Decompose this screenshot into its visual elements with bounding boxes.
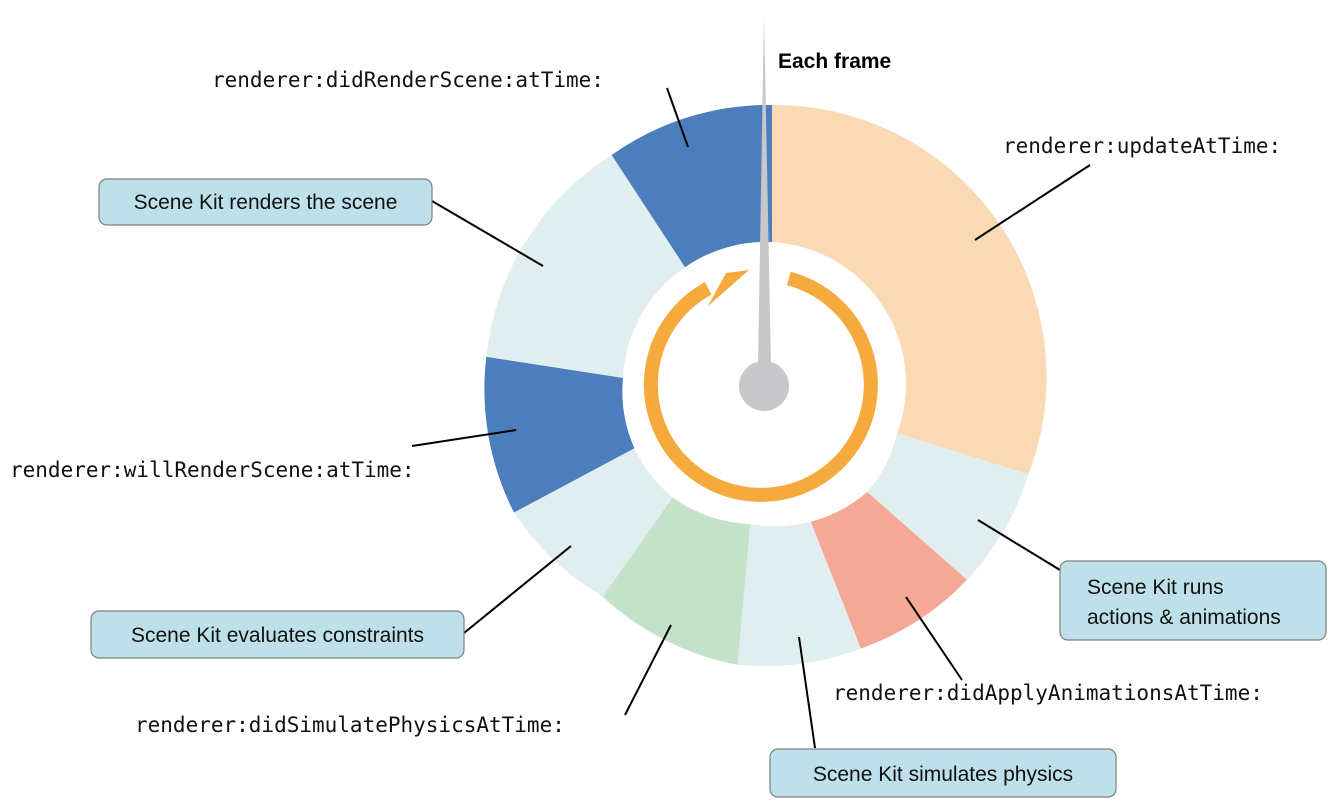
leader-update — [974, 164, 1091, 241]
segment-did-apply-animations — [810, 492, 967, 649]
callout-actions: Scene Kit runs actions & animations — [1059, 560, 1327, 641]
segment-will-render — [484, 356, 635, 513]
segment-did-render — [611, 104, 772, 268]
label-update-at-time: renderer:updateAtTime: — [1003, 134, 1281, 158]
leader-did-apply — [905, 596, 963, 681]
callout-text: Scene Kit renders the scene — [134, 191, 398, 214]
label-did-render-scene: renderer:didRenderScene:atTime: — [212, 68, 604, 92]
leader-constraints — [463, 545, 572, 634]
segment-update — [772, 104, 1047, 475]
callout-text-line2: actions & animations — [1087, 606, 1281, 629]
hand-pivot — [739, 361, 789, 411]
segment-render — [486, 155, 685, 378]
callout-text-line1: Scene Kit runs — [1087, 576, 1224, 599]
leader-will-render — [411, 429, 517, 447]
callout-box — [1059, 560, 1327, 641]
leader-physics — [798, 636, 816, 749]
segment-actions — [867, 433, 1029, 580]
leader-did-simulate — [624, 624, 672, 716]
callout-box — [769, 748, 1117, 798]
callout-render: Scene Kit renders the scene — [98, 178, 433, 226]
leader-lines — [411, 87, 1091, 749]
clock-hand — [739, 15, 789, 411]
leader-actions — [977, 519, 1061, 571]
loop-arrow-ring — [643, 271, 878, 502]
label-will-render-scene: renderer:willRenderScene:atTime: — [10, 458, 415, 482]
leader-render — [431, 200, 544, 267]
loop-arrow-head — [708, 270, 749, 306]
label-did-apply-animations: renderer:didApplyAnimationsAtTime: — [833, 681, 1263, 705]
loop-arrow — [643, 270, 878, 502]
diagram-title: Each frame — [778, 50, 891, 73]
callout-physics: Scene Kit simulates physics — [769, 748, 1117, 798]
callout-constraints: Scene Kit evaluates constraints — [90, 610, 465, 659]
hand-needle — [758, 15, 771, 365]
callout-text: Scene Kit simulates physics — [813, 763, 1073, 786]
phase-ring — [484, 104, 1047, 667]
callout-box — [98, 178, 433, 226]
segment-physics — [737, 521, 861, 667]
callout-box — [90, 610, 465, 659]
segment-did-simulate-physics — [602, 497, 751, 665]
leader-did-render — [666, 87, 689, 148]
callout-text: Scene Kit evaluates constraints — [131, 624, 424, 647]
label-did-simulate-physics: renderer:didSimulatePhysicsAtTime: — [135, 713, 565, 737]
